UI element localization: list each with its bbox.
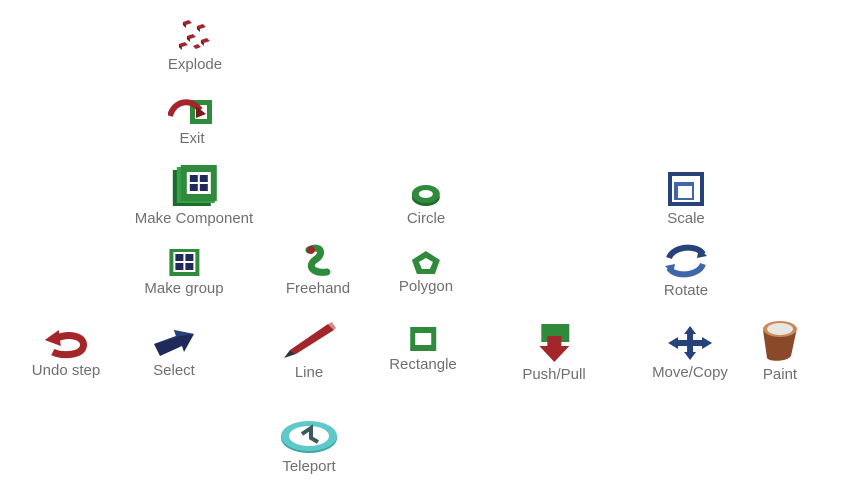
move-icon bbox=[668, 326, 712, 360]
push-pull-icon bbox=[539, 324, 569, 362]
make-group-icon bbox=[169, 249, 199, 276]
rectangle-label: Rectangle bbox=[389, 356, 457, 373]
teleport-label: Teleport bbox=[282, 458, 336, 475]
push-pull-label: Push/Pull bbox=[522, 366, 586, 383]
line-tool[interactable]: Line bbox=[280, 320, 338, 382]
explode-tool[interactable]: Explode bbox=[168, 18, 222, 74]
rotate-tool[interactable]: Rotate bbox=[663, 242, 709, 300]
exit-icon bbox=[168, 99, 212, 124]
undo-icon bbox=[44, 330, 88, 359]
make-component-tool[interactable]: Make Component bbox=[135, 164, 253, 228]
circle-tool[interactable]: Circle bbox=[407, 182, 445, 228]
paint-bucket-icon bbox=[763, 321, 797, 361]
freehand-label: Freehand bbox=[285, 280, 351, 297]
push-pull-tool[interactable]: Push/Pull bbox=[522, 322, 586, 384]
polygon-label: Polygon bbox=[398, 278, 454, 295]
make-component-icon bbox=[173, 165, 217, 206]
rectangle-icon bbox=[409, 327, 436, 351]
teleport-icon bbox=[281, 421, 337, 453]
explode-icon bbox=[179, 20, 210, 50]
exit-label: Exit bbox=[179, 130, 205, 147]
select-arrow-icon bbox=[154, 330, 194, 356]
paint-tool[interactable]: Paint bbox=[757, 316, 803, 384]
move-copy-label: Move/Copy bbox=[652, 364, 728, 381]
scale-label: Scale bbox=[667, 210, 705, 227]
scale-icon bbox=[668, 172, 704, 206]
circle-icon bbox=[412, 185, 440, 206]
make-group-label: Make group bbox=[144, 280, 224, 297]
polygon-tool[interactable]: Polygon bbox=[399, 248, 453, 296]
explode-label: Explode bbox=[167, 56, 223, 73]
freehand-tool[interactable]: Freehand bbox=[286, 244, 350, 298]
move-copy-tool[interactable]: Move/Copy bbox=[652, 324, 728, 382]
rectangle-tool[interactable]: Rectangle bbox=[389, 324, 457, 374]
exit-tool[interactable]: Exit bbox=[168, 96, 216, 148]
rotate-label: Rotate bbox=[663, 282, 709, 299]
paint-label: Paint bbox=[762, 366, 798, 383]
rotate-icon bbox=[665, 244, 707, 278]
pencil-icon bbox=[284, 322, 336, 358]
undo-step-tool[interactable]: Undo step bbox=[32, 328, 100, 380]
circle-label: Circle bbox=[406, 210, 446, 227]
select-label: Select bbox=[153, 362, 195, 379]
freehand-icon bbox=[305, 244, 331, 276]
line-label: Line bbox=[294, 364, 324, 381]
undo-step-label: Undo step bbox=[31, 362, 101, 379]
select-tool[interactable]: Select bbox=[152, 326, 196, 380]
teleport-tool[interactable]: Teleport bbox=[278, 414, 340, 476]
make-group-tool[interactable]: Make group bbox=[144, 246, 224, 298]
make-component-label: Make Component bbox=[134, 210, 254, 227]
scale-tool[interactable]: Scale bbox=[664, 168, 708, 228]
polygon-icon bbox=[412, 251, 440, 274]
